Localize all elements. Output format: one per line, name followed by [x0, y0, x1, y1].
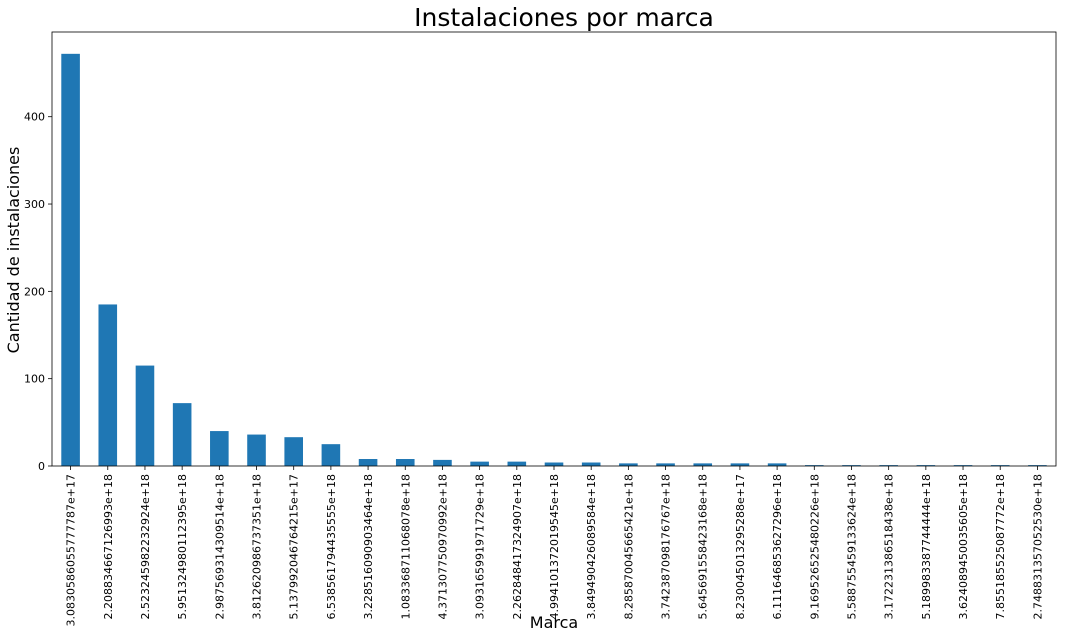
y-tick-label: 100 — [24, 373, 45, 386]
x-tick-label: 2.748831357052530e+18 — [1031, 474, 1044, 619]
bar — [581, 462, 601, 466]
bar — [916, 465, 936, 466]
x-tick-label: 2.208834667126993e+18 — [102, 474, 115, 619]
bar — [693, 463, 713, 466]
bar — [990, 465, 1010, 466]
x-tick-label: 2.523245982232924e+18 — [139, 474, 152, 619]
bar — [619, 463, 638, 466]
plot-frame — [51, 31, 1057, 467]
bar — [1028, 465, 1047, 466]
x-axis-title: Marca — [530, 613, 578, 632]
x-tick-label: 3.093165991971729e+18 — [474, 474, 487, 619]
y-tick-label: 0 — [38, 460, 45, 473]
bar — [842, 465, 861, 466]
y-axis-ticks: 0 100 200 300 400 — [24, 111, 52, 473]
x-tick-label: 3.172231386518438e+18 — [883, 474, 896, 619]
bar — [395, 459, 415, 466]
x-tick-label: 5.951324980112395e+18 — [176, 474, 189, 619]
bar — [730, 463, 750, 466]
x-tick-label: 5.189983387744444e+18 — [920, 474, 933, 619]
bar — [470, 461, 489, 466]
bar — [544, 462, 564, 466]
bar — [247, 434, 266, 466]
bar — [805, 465, 824, 466]
bar — [210, 431, 229, 466]
bar — [135, 365, 155, 466]
x-tick-label: 5.645691558423168e+18 — [697, 474, 710, 619]
bar — [879, 465, 898, 466]
x-tick-label: 3.812620986737351e+18 — [251, 474, 264, 619]
x-tick-label: 9.169526525480226e+18 — [808, 474, 821, 619]
x-tick-label: 8.230045013295288e+17 — [734, 474, 747, 619]
x-tick-label: 4.371307750970992e+18 — [436, 474, 449, 619]
bar — [321, 444, 341, 466]
x-tick-label: 2.262848417324907e+18 — [511, 474, 524, 619]
y-tick-label: 300 — [24, 198, 45, 211]
x-tick-label: 4.994101372019545e+18 — [548, 474, 561, 619]
bar — [656, 463, 675, 466]
bar — [507, 461, 527, 466]
y-axis-title: Cantidad de instalaciones — [4, 147, 23, 354]
bars — [61, 53, 1047, 466]
bar — [358, 459, 378, 466]
x-tick-label: 8.285870045665421e+18 — [622, 474, 635, 619]
bar — [953, 465, 973, 466]
bar — [98, 304, 118, 466]
x-tick-label: 1.083368711068078e+18 — [399, 474, 412, 619]
x-tick-label: 3.0830586055777787e+17 — [65, 474, 78, 626]
x-tick-label: 3.849490426089584e+18 — [585, 474, 598, 619]
x-tick-label: 5.137992046764215e+17 — [288, 474, 301, 619]
chart-title: Instalaciones por marca — [414, 3, 714, 32]
y-tick-label: 400 — [24, 111, 45, 124]
y-tick-label: 200 — [24, 285, 45, 298]
bar — [284, 437, 303, 466]
x-tick-label: 2.987569314309514e+18 — [213, 474, 226, 619]
x-tick-label: 6.538561794435555e+18 — [325, 474, 338, 619]
bar — [172, 403, 192, 466]
bar — [433, 459, 452, 466]
bar — [767, 463, 787, 466]
x-tick-label: 6.111646853627296e+18 — [771, 474, 784, 619]
x-axis-ticks: 3.0830586055777787e+17 2.208834667126993e… — [65, 466, 1044, 626]
x-tick-label: 3.228516090903464e+18 — [362, 474, 375, 619]
x-tick-label: 3.624089450035605e+18 — [957, 474, 970, 619]
bar — [61, 53, 80, 466]
x-tick-label: 7.855185525087772e+18 — [994, 474, 1007, 619]
x-tick-label: 5.588755459133624e+18 — [845, 474, 858, 619]
x-tick-label: 3.742387098176767e+18 — [660, 474, 673, 619]
